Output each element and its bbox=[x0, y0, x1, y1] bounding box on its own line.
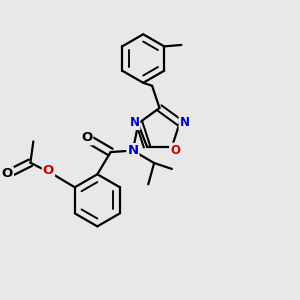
Text: N: N bbox=[179, 116, 190, 129]
Text: O: O bbox=[43, 164, 54, 177]
Text: N: N bbox=[127, 144, 138, 157]
Text: O: O bbox=[81, 131, 92, 144]
Text: N: N bbox=[130, 116, 140, 129]
Text: O: O bbox=[170, 144, 180, 157]
Text: O: O bbox=[2, 167, 13, 181]
